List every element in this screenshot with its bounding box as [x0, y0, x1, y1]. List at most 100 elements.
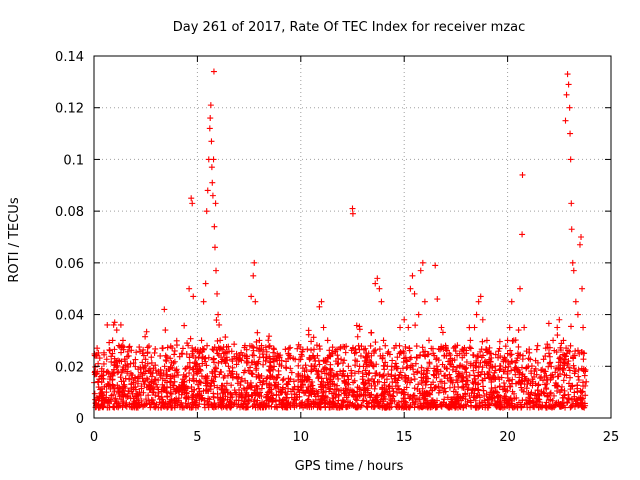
data-point — [287, 376, 294, 383]
data-point — [374, 275, 381, 282]
data-point — [171, 351, 178, 358]
data-point — [151, 400, 158, 407]
data-point — [189, 375, 196, 382]
data-point — [510, 337, 517, 344]
data-point — [518, 371, 525, 378]
data-point — [133, 397, 140, 404]
data-point — [507, 402, 514, 409]
data-point — [331, 400, 338, 407]
data-point — [168, 390, 175, 397]
data-point — [206, 125, 213, 132]
data-point — [493, 403, 500, 410]
data-point — [115, 389, 122, 396]
data-point — [177, 401, 184, 408]
data-point — [508, 380, 515, 387]
data-point — [238, 390, 245, 397]
data-point — [280, 376, 287, 383]
data-point — [460, 374, 467, 381]
data-point — [572, 298, 579, 305]
data-point — [531, 367, 538, 374]
data-point — [93, 351, 100, 358]
data-point — [345, 376, 352, 383]
data-point — [470, 394, 477, 401]
data-point — [223, 402, 230, 409]
data-point — [408, 354, 415, 361]
data-point — [248, 293, 255, 300]
data-point — [335, 375, 342, 382]
data-point — [262, 358, 269, 365]
data-point — [411, 376, 418, 383]
data-point — [250, 272, 257, 279]
x-tick-label: 0 — [90, 430, 98, 445]
data-point — [146, 365, 153, 372]
data-point — [467, 345, 474, 352]
data-point — [403, 358, 410, 365]
data-point — [467, 402, 474, 409]
data-point — [133, 349, 140, 356]
data-point — [544, 392, 551, 399]
data-point — [309, 388, 316, 395]
data-point — [535, 403, 542, 410]
data-point — [404, 363, 411, 370]
data-point — [568, 396, 575, 403]
data-point — [181, 322, 188, 329]
data-point — [211, 373, 218, 380]
data-point — [204, 342, 211, 349]
data-point — [191, 386, 198, 393]
data-point — [167, 373, 174, 380]
data-point — [256, 337, 263, 344]
data-point — [223, 380, 230, 387]
data-point — [475, 404, 482, 411]
data-point — [452, 348, 459, 355]
data-point — [359, 373, 366, 380]
data-point — [394, 354, 401, 361]
data-point — [581, 350, 588, 357]
data-point — [518, 384, 525, 391]
data-point — [104, 368, 111, 375]
data-point — [323, 375, 330, 382]
data-point — [492, 351, 499, 358]
data-point — [400, 350, 407, 357]
data-point — [514, 350, 521, 357]
data-point — [366, 380, 373, 387]
data-point — [428, 381, 435, 388]
data-point — [273, 391, 280, 398]
data-point — [395, 386, 402, 393]
data-point — [362, 367, 369, 374]
data-point — [197, 379, 204, 386]
data-point — [139, 359, 146, 366]
data-point — [469, 386, 476, 393]
data-point — [492, 402, 499, 409]
data-point — [579, 285, 586, 292]
data-point — [565, 364, 572, 371]
data-point — [124, 392, 131, 399]
data-point — [308, 347, 315, 354]
data-point — [343, 394, 350, 401]
data-point — [432, 262, 439, 269]
data-point — [273, 375, 280, 382]
data-point — [372, 372, 379, 379]
data-point — [233, 397, 240, 404]
data-point — [557, 354, 564, 361]
data-point — [203, 362, 210, 369]
data-point — [200, 346, 207, 353]
data-point — [251, 259, 258, 266]
data-point — [375, 402, 382, 409]
data-point — [214, 290, 221, 297]
x-tick-label: 15 — [396, 430, 413, 445]
data-point — [257, 379, 264, 386]
data-point — [349, 210, 356, 217]
data-point — [567, 374, 574, 381]
data-point — [554, 324, 561, 331]
data-point — [335, 397, 342, 404]
data-point — [372, 382, 379, 389]
data-point — [108, 392, 115, 399]
data-point — [327, 385, 334, 392]
data-point — [272, 397, 279, 404]
data-point — [200, 298, 207, 305]
data-point — [543, 385, 550, 392]
data-point — [95, 360, 102, 367]
data-point — [238, 357, 245, 364]
data-point — [351, 350, 358, 357]
data-point — [108, 358, 115, 365]
